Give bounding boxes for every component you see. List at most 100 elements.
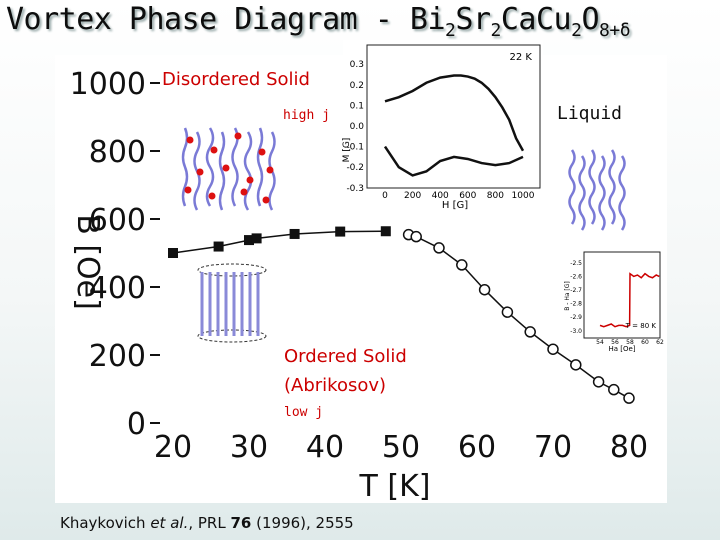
- inset1-curve: [383, 145, 524, 177]
- inset1-x-label: H [G]: [442, 200, 468, 211]
- liquid-vortex-line: [578, 155, 586, 231]
- inset1-x-tick: 1000: [512, 191, 535, 201]
- disordered-vortex-line: [218, 131, 226, 211]
- liquid-vortex-line: [598, 155, 606, 231]
- inset2-y-tick: -2.5: [570, 260, 582, 267]
- inset1-x-tick: 400: [432, 191, 449, 201]
- x-tick-label: 60: [458, 430, 496, 465]
- pinning-center: [258, 148, 266, 156]
- inset2-y-label: B - Ha [G]: [564, 281, 571, 311]
- data-point-circle: [456, 259, 468, 271]
- data-point-square: [213, 241, 224, 252]
- data-point-square: [168, 248, 178, 258]
- series-segment: [256, 233, 295, 240]
- disordered-vortex-line: [205, 127, 215, 207]
- y-axis-label: B [Oe]: [70, 214, 105, 310]
- label-disordered-solid: Disordered Solid: [162, 69, 310, 90]
- inset-magnetization: 0.3 0.2 0.1 0.0 -0.1 -0.2 -0.3 0 200 400 600 800 100…: [342, 40, 543, 211]
- x-tick-label: 30: [230, 430, 268, 465]
- citation: Khaykovich et al., PRL 76 (1996), 2555: [60, 514, 354, 532]
- x-tick-label: 20: [154, 430, 192, 465]
- inset2-y-tick: -2.7: [570, 287, 582, 294]
- inset1-y-tick: -0.1: [346, 143, 364, 153]
- inset1-x-tick: 0: [382, 191, 388, 201]
- disordered-vortex-line: [243, 131, 253, 211]
- inset2-step-curve: [599, 272, 660, 328]
- lattice-bottom-ellipse: [197, 329, 267, 343]
- inset2-y-tick: -2.9: [570, 314, 582, 321]
- pinning-center: [234, 132, 242, 140]
- data-point-square: [244, 235, 254, 246]
- series-segment: [294, 230, 341, 235]
- x-tick-label: 50: [382, 430, 420, 465]
- inset1-y-tick: 0.3: [350, 60, 364, 70]
- inset1-title: 22 K: [510, 52, 533, 63]
- y-tick-label: 800: [89, 135, 146, 170]
- inset1-x-tick: 200: [404, 191, 421, 201]
- inset-step: -2.5 -2.6 -2.7 -2.8 -2.9 -3.0 54 56 58 60 62 T = 8…: [563, 246, 664, 353]
- label-ordered-solid: Ordered Solid: [284, 346, 407, 367]
- inset1-y-label: M [G]: [342, 138, 352, 163]
- inset2-y-tick: -2.6: [570, 273, 582, 280]
- x-tick-label: 70: [534, 430, 572, 465]
- disordered-vortex-line: [181, 127, 189, 207]
- inset2-x-tick: 58: [626, 339, 634, 346]
- slide-title: Vortex Phase Diagram - Bi2Sr2CaCu2O8+δ: [6, 2, 631, 41]
- liquid-vortex-line: [618, 155, 626, 231]
- series-segment: [172, 245, 219, 254]
- liquid-vortex-line: [568, 149, 576, 225]
- inset2-x-tick: 56: [611, 339, 619, 346]
- inset1-y-tick: 0.1: [350, 101, 364, 111]
- inset2-y-tick: -3.0: [570, 328, 582, 335]
- inset2-y-tick: -2.8: [570, 301, 582, 308]
- data-point-square: [380, 226, 391, 237]
- disordered-vortex-line: [256, 127, 264, 207]
- series-segment: [218, 239, 250, 248]
- inset1-curve: [384, 74, 525, 152]
- lattice-top-ellipse: [197, 263, 267, 277]
- inset1-y-tick: -0.3: [346, 184, 364, 194]
- data-point-circle: [547, 343, 559, 355]
- data-point-circle: [501, 306, 514, 318]
- inset2-x-label: Ha [Oe]: [608, 345, 635, 353]
- y-tick-label: 1000: [70, 67, 146, 102]
- x-tick-label: 80: [610, 430, 648, 465]
- liquid-vortex-line: [588, 149, 596, 225]
- pinning-center: [184, 186, 192, 194]
- pinning-center: [246, 176, 254, 184]
- label-liquid: Liquid: [557, 103, 623, 124]
- pinning-center: [186, 136, 194, 144]
- data-point-circle: [433, 242, 445, 254]
- pinning-center: [262, 196, 270, 204]
- data-point-circle: [478, 283, 491, 296]
- pinning-center: [210, 146, 218, 154]
- inset1-y-tick: 0.2: [350, 81, 364, 91]
- data-point-circle: [570, 359, 582, 371]
- label-low-j: low j: [284, 405, 324, 420]
- y-tick-label: 200: [89, 339, 146, 374]
- pinning-center: [266, 166, 274, 174]
- data-point-square: [251, 233, 262, 244]
- data-point-circle: [410, 230, 422, 243]
- y-tick-label: 600: [89, 203, 146, 238]
- inset1-y-tick: -0.2: [346, 163, 364, 173]
- inset2-x-tick: 60: [641, 339, 649, 346]
- data-point-circle: [592, 376, 605, 388]
- label-high-j: high j: [283, 108, 330, 123]
- data-point-circle: [623, 392, 635, 404]
- inset2-title: T = 80 K: [625, 322, 657, 330]
- y-tick-label: 400: [89, 271, 146, 306]
- disordered-vortex-line: [231, 127, 239, 207]
- data-point-circle: [524, 326, 536, 338]
- data-point-square: [335, 226, 346, 237]
- label-abrikosov: (Abrikosov): [284, 375, 387, 396]
- data-point-circle: [608, 383, 620, 396]
- liquid-vortex-line: [608, 149, 616, 225]
- inset1-x-tick: 800: [487, 191, 504, 201]
- data-point-square: [289, 228, 300, 239]
- pinning-center: [196, 168, 204, 176]
- pinning-center: [208, 192, 216, 200]
- pinning-center: [222, 164, 230, 172]
- inset2-x-tick: 62: [656, 339, 664, 346]
